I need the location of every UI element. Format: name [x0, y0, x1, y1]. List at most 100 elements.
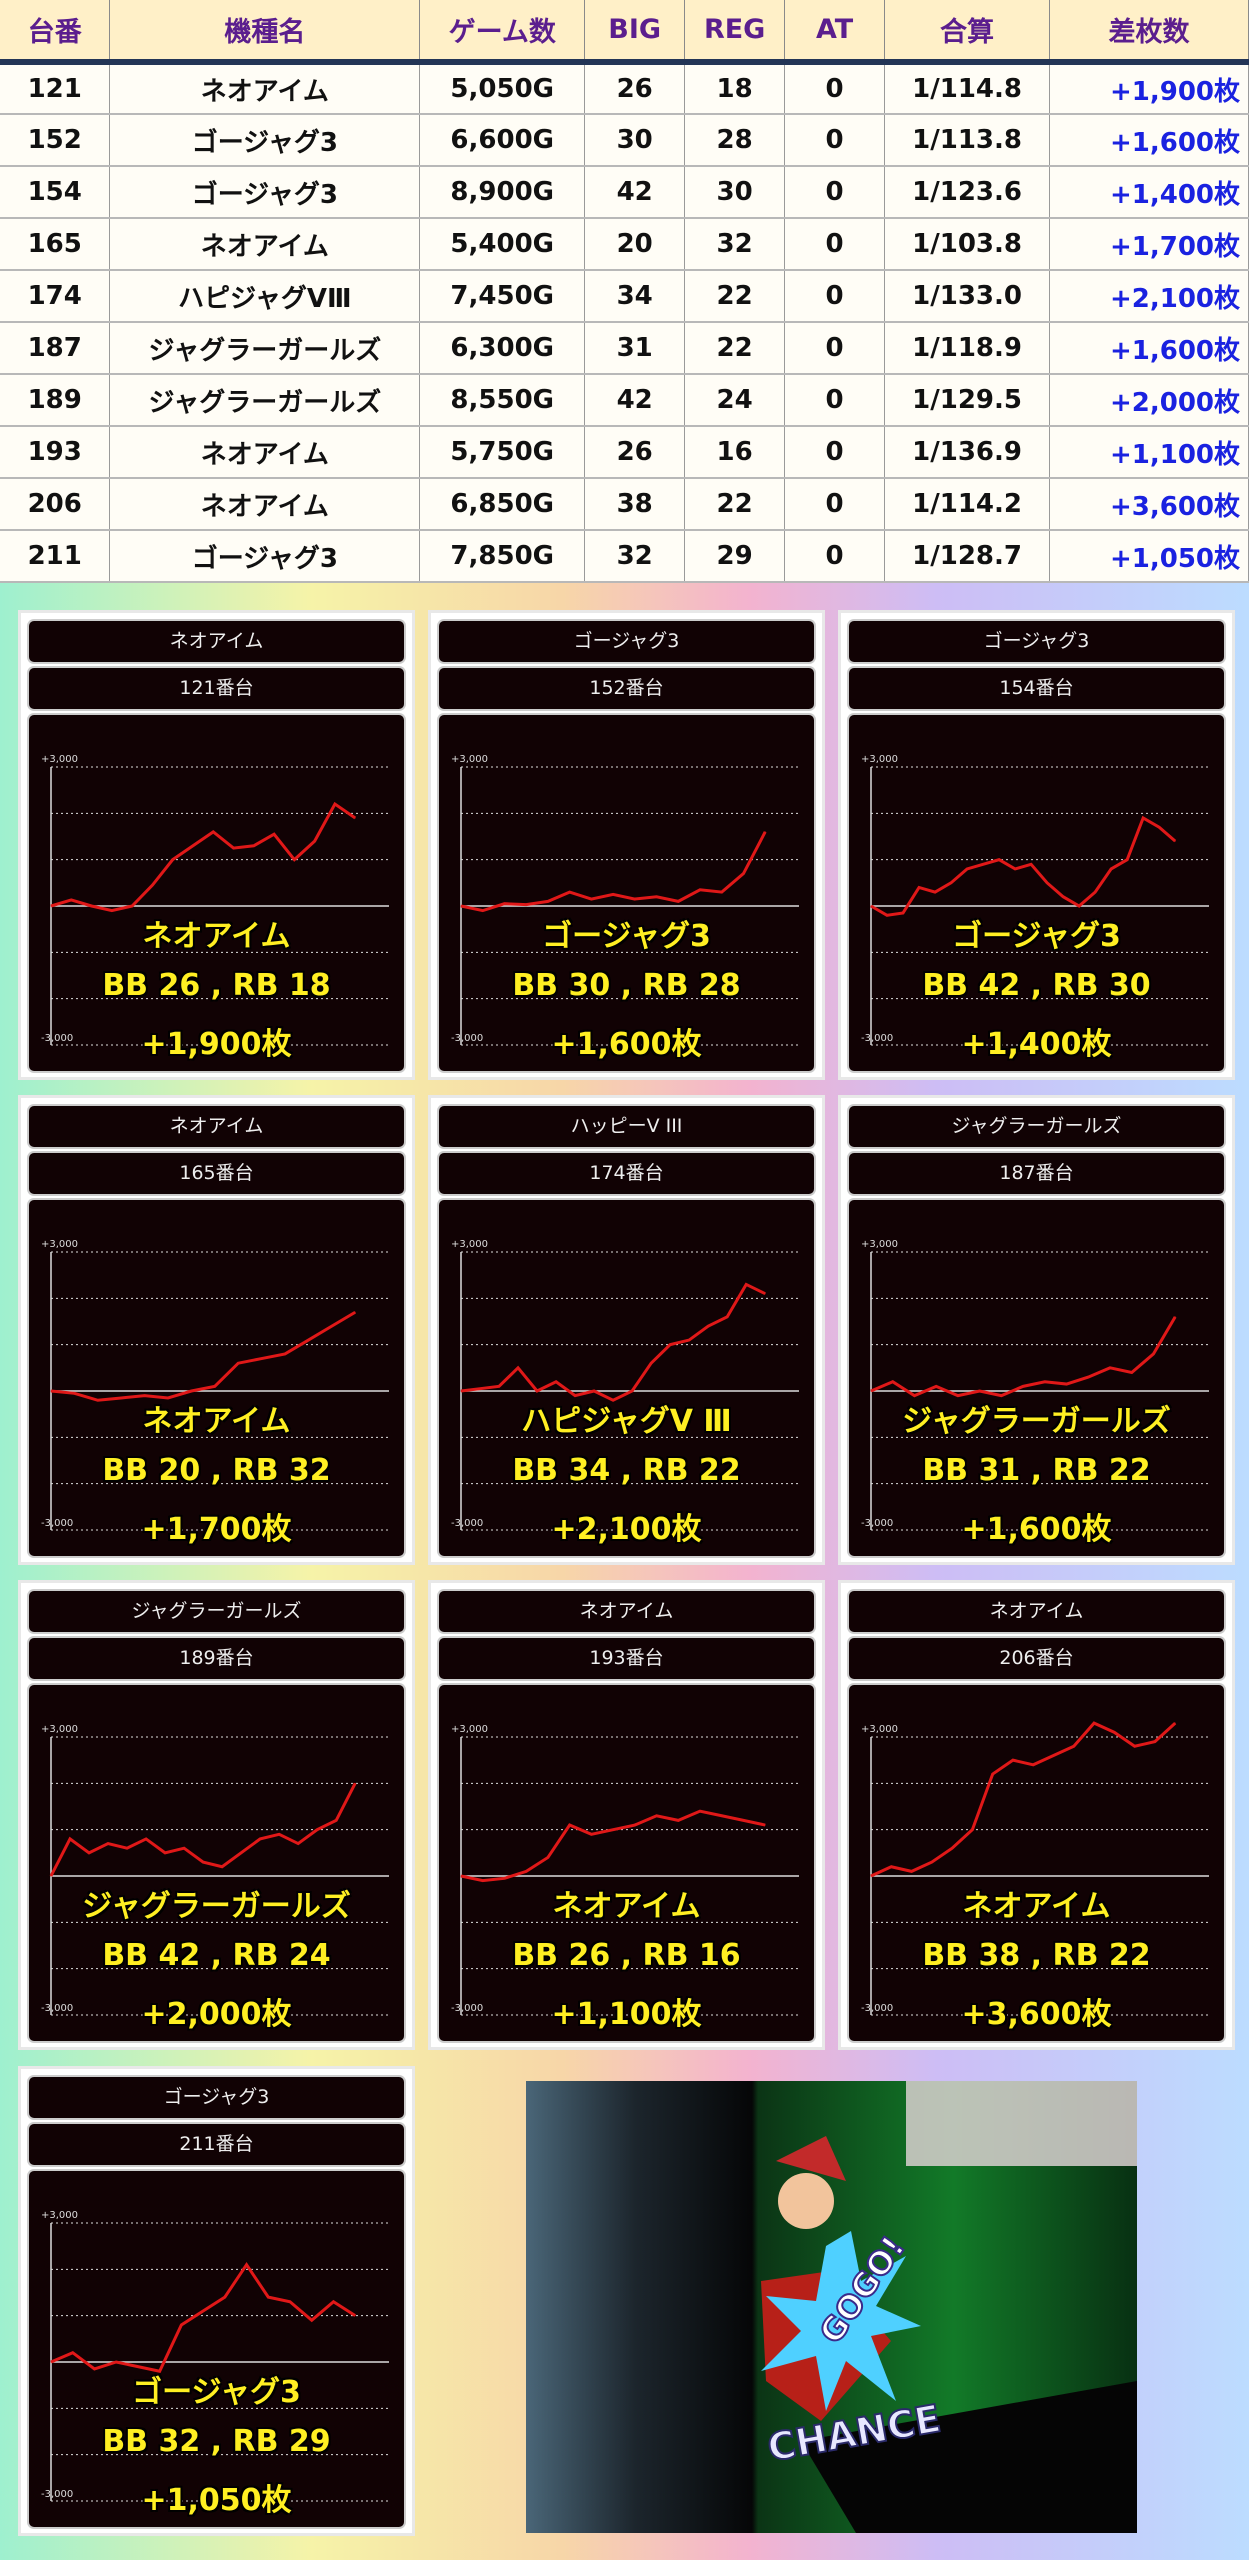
table-row: 211 ゴージャグ3 7,850G 32 29 0 1/128.7 +1,050枚: [0, 530, 1249, 583]
data-point: [331, 1325, 333, 1327]
cell-big: 32: [584, 530, 686, 583]
header-games: ゲーム数: [419, 0, 586, 65]
overlay-diff: +1,700枚: [141, 1512, 292, 1547]
data-point: [590, 898, 592, 900]
data-point: [1044, 1381, 1046, 1383]
series-line: [460, 831, 767, 913]
data-point: [1046, 882, 1048, 884]
cell-unit: 154: [0, 166, 111, 219]
chart-area: +3,000 -3,000 ジャグラーガールズ BB 31 , RB 22 +1…: [849, 1200, 1224, 1556]
cell-combined: 1/114.2: [884, 478, 1051, 531]
unit-chart-card[interactable]: ネオアイム 206番台 +3,000 -3,000 ネオアイム BB 38 , …: [838, 1580, 1235, 2050]
overlay-bonus-counts: BB 31 , RB 22: [922, 1453, 1151, 1488]
overlay-machine-name: ジャグラーガールズ: [902, 1404, 1171, 1439]
cell-reg: 16: [684, 426, 786, 479]
cell-reg: 30: [684, 166, 786, 219]
unit-chart-card[interactable]: ゴージャグ3 154番台 +3,000 -3,000 ゴージャグ3 BB 42 …: [838, 610, 1235, 1080]
data-point: [525, 1870, 527, 1872]
cell-games: 7,450G: [419, 270, 586, 323]
data-point: [998, 859, 1000, 861]
unit-chart-card[interactable]: ジャグラーガールズ 189番台 +3,000 -3,000 ジャグラーガールズ …: [18, 1580, 415, 2050]
data-point: [246, 2264, 248, 2266]
data-point: [73, 1392, 75, 1394]
unit-chart-card[interactable]: ネオアイム 121番台 +3,000 -3,000 ネオアイム BB 26 , …: [18, 610, 415, 1080]
cell-at: 0: [784, 218, 886, 271]
cell-unit: 187: [0, 322, 111, 375]
data-point: [593, 1390, 595, 1392]
unit-chart-card[interactable]: ネオアイム 165番台 +3,000 -3,000 ネオアイム BB 20 , …: [18, 1095, 415, 1565]
data-point: [886, 914, 888, 916]
overlay-machine-name: ネオアイム: [962, 1889, 1111, 1924]
unit-number-bar: 187番台: [849, 1153, 1224, 1194]
data-point: [1087, 1376, 1089, 1378]
series-line: [870, 1721, 1177, 1878]
cell-combined: 1/103.8: [884, 218, 1051, 271]
line-chart: [49, 1736, 389, 2016]
cell-machine: ハピジャグVⅢ: [109, 270, 421, 323]
y-min-label: -3,000: [41, 2003, 74, 2014]
unit-chart-card[interactable]: ゴージャグ3 211番台 +3,000 -3,000 ゴージャグ3 BB 32 …: [18, 2066, 415, 2536]
machine-name-bar: ネオアイム: [849, 1591, 1224, 1632]
data-point: [764, 831, 766, 833]
table-row: 193 ネオアイム 5,750G 26 16 0 1/136.9 +1,100枚: [0, 426, 1249, 479]
overlay-machine-name: ハピジャグV Ⅲ: [521, 1404, 732, 1439]
machine-name-bar: ジャグラーガールズ: [849, 1106, 1224, 1147]
unit-chart-card[interactable]: ジャグラーガールズ 187番台 +3,000 -3,000 ジャグラーガールズ …: [838, 1095, 1235, 1565]
overlay-machine-name: ネオアイム: [552, 1889, 701, 1924]
data-point: [259, 1838, 261, 1840]
data-point: [1014, 868, 1016, 870]
cell-reg: 29: [684, 530, 786, 583]
data-point: [1131, 1371, 1133, 1373]
y-max-label: +3,000: [41, 1239, 79, 1250]
data-point: [764, 1824, 766, 1826]
data-point: [1053, 1755, 1055, 1757]
data-point: [536, 1390, 538, 1392]
overlay-bonus-counts: BB 20 , RB 32: [102, 1453, 331, 1488]
data-point: [1030, 863, 1032, 865]
cell-games: 8,550G: [419, 374, 586, 427]
data-point: [1110, 868, 1112, 870]
data-point: [482, 910, 484, 912]
data-point: [913, 1395, 915, 1397]
y-max-label: +3,000: [41, 1724, 79, 1735]
chart-area: +3,000 -3,000 ネオアイム BB 26 , RB 18 +1,900…: [29, 715, 404, 1071]
unit-number-bar: 121番台: [29, 668, 404, 709]
unit-chart-card[interactable]: ハッピーV III 174番台 +3,000 -3,000 ハピジャグV Ⅲ B…: [428, 1095, 825, 1565]
unit-chart-card[interactable]: ゴージャグ3 152番台 +3,000 -3,000 ゴージャグ3 BB 30 …: [428, 610, 825, 1080]
y-max-label: +3,000: [861, 754, 899, 765]
data-point: [1012, 1759, 1014, 1761]
overlay-diff: +1,900枚: [141, 1027, 292, 1062]
data-point: [50, 1875, 52, 1877]
data-point: [677, 1819, 679, 1821]
data-point: [240, 1852, 242, 1854]
data-point: [721, 891, 723, 893]
data-point: [111, 910, 113, 912]
cell-unit: 206: [0, 478, 111, 531]
data-point: [547, 900, 549, 902]
data-point: [517, 1367, 519, 1369]
data-point: [656, 896, 658, 898]
overlay-machine-name: ゴージャグ3: [132, 2375, 301, 2410]
data-point: [164, 1852, 166, 1854]
data-point: [1073, 1745, 1075, 1747]
data-point: [1093, 1722, 1095, 1724]
cell-games: 5,400G: [419, 218, 586, 271]
chart-area: +3,000 -3,000 ゴージャグ3 BB 32 , RB 29 +1,05…: [29, 2171, 404, 2527]
overlay-diff: +3,600枚: [961, 1997, 1112, 2032]
overlay-diff: +1,600枚: [961, 1512, 1112, 1547]
table-row: 165 ネオアイム 5,400G 20 32 0 1/103.8 +1,700枚: [0, 218, 1249, 271]
y-min-label: -3,000: [861, 2003, 894, 2014]
machine-name-bar: ネオアイム: [29, 1106, 404, 1147]
cell-unit: 165: [0, 218, 111, 271]
data-table: 台番 機種名 ゲーム数 BIG REG AT 合算 差枚数 121 ネオアイム 5,050G 26 1…: [0, 0, 1249, 583]
y-max-label: +3,000: [861, 1724, 899, 1735]
overlay-bonus-counts: BB 42 , RB 24: [102, 1938, 331, 1973]
series-line: [460, 1282, 766, 1402]
unit-chart-card[interactable]: ネオアイム 193番台 +3,000 -3,000 ネオアイム BB 26 , …: [428, 1580, 825, 2050]
data-point: [1158, 826, 1160, 828]
cell-unit: 121: [0, 62, 111, 115]
data-point: [950, 882, 952, 884]
data-point: [1134, 1745, 1136, 1747]
data-point: [460, 1875, 462, 1877]
line-chart: [460, 1251, 799, 1531]
